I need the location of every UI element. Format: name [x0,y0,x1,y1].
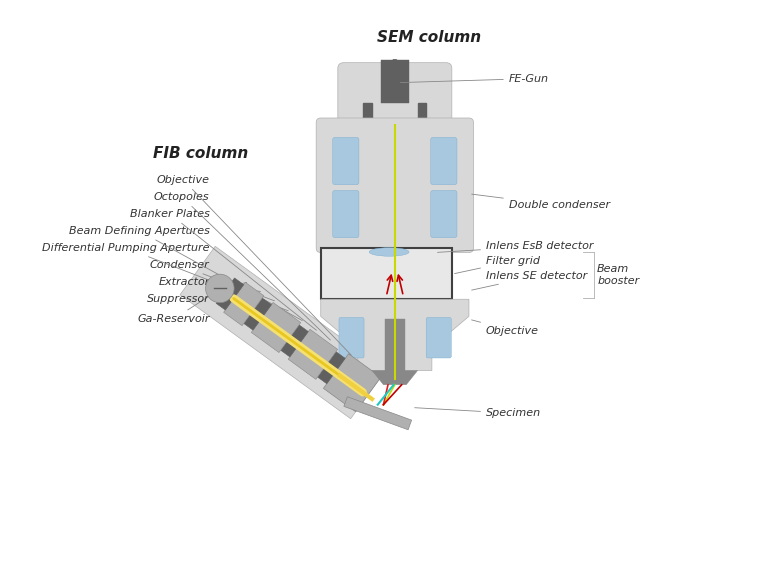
Text: Condenser: Condenser [150,260,274,301]
Text: Filter grid: Filter grid [454,256,540,274]
Text: Blanker Plates: Blanker Plates [130,209,316,330]
Text: FIB column: FIB column [154,146,249,161]
Text: Beam
booster: Beam booster [597,264,639,286]
FancyBboxPatch shape [338,63,452,131]
Text: Suppressor: Suppressor [147,282,247,304]
Polygon shape [318,352,345,384]
Polygon shape [321,299,469,370]
Bar [381,60,409,103]
Polygon shape [363,103,372,120]
Ellipse shape [369,247,409,256]
Text: SEM column: SEM column [377,30,481,44]
Text: Beam Defining Apertures: Beam Defining Apertures [68,226,302,320]
Polygon shape [288,329,337,379]
Polygon shape [223,282,264,325]
FancyBboxPatch shape [316,118,473,253]
Text: Objective: Objective [472,320,539,336]
FancyArrow shape [391,60,398,81]
Bar [385,319,405,376]
Text: Octopoles: Octopoles [154,192,331,340]
FancyBboxPatch shape [333,190,359,238]
Bar [321,248,452,299]
Text: Objective: Objective [157,174,351,355]
Text: Extractor: Extractor [158,277,261,291]
Text: FE-Gun: FE-Gun [401,74,549,84]
Circle shape [206,274,234,303]
Text: Specimen: Specimen [415,408,541,418]
Text: Double condenser: Double condenser [472,194,610,210]
Text: Ga-Reservoir: Ga-Reservoir [137,287,223,324]
Text: Differential Pumping Aperture: Differential Pumping Aperture [42,243,288,311]
Polygon shape [324,354,381,412]
Text: Inlens SE detector: Inlens SE detector [472,271,587,290]
Ellipse shape [375,120,415,131]
Polygon shape [280,325,309,357]
Polygon shape [252,303,301,352]
Polygon shape [372,370,418,385]
FancyBboxPatch shape [431,190,457,238]
Text: Inlens EsB detector: Inlens EsB detector [438,241,594,253]
FancyBboxPatch shape [431,137,457,185]
Polygon shape [344,397,412,430]
FancyBboxPatch shape [339,317,364,358]
Polygon shape [418,103,426,120]
Polygon shape [216,278,244,310]
FancyBboxPatch shape [333,137,359,185]
FancyBboxPatch shape [426,317,451,358]
Polygon shape [180,246,386,419]
Polygon shape [244,298,271,330]
Bar [381,125,409,231]
